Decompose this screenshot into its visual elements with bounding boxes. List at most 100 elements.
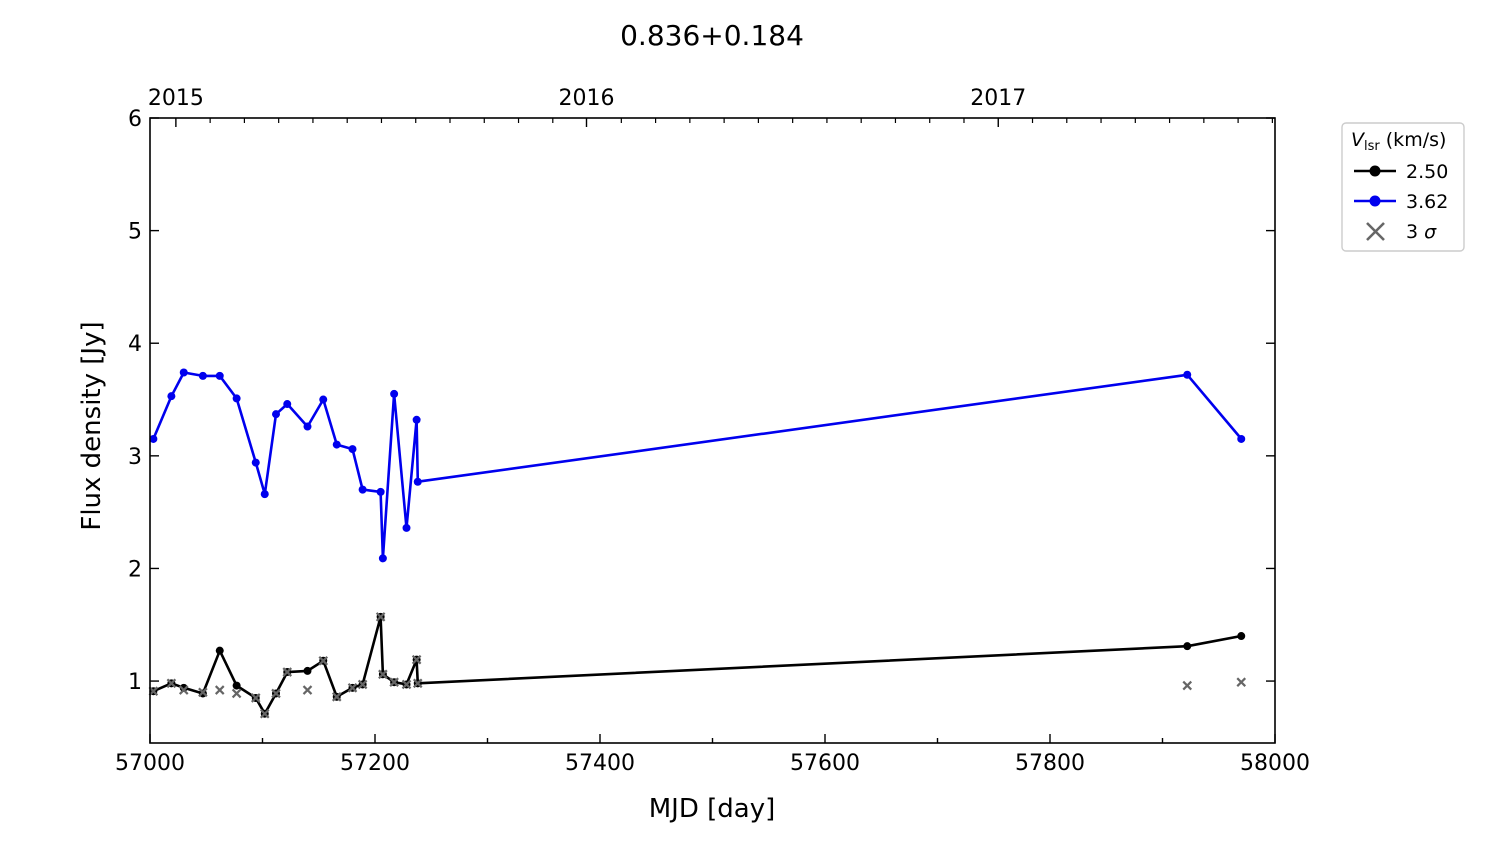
legend-box [1341,122,1465,252]
point-3-62 [319,395,328,404]
x-tick-label: 58000 [1240,751,1310,776]
top-axis: 2015 2016 2017 [148,86,1273,127]
x-tick-label: 57400 [565,751,635,776]
plot-area [148,368,1247,719]
x-tick-label: 57600 [790,751,860,776]
sigma-marker-stroke [302,685,313,695]
sigma-marker-stroke [282,667,293,677]
sigma-marker-stroke [166,678,177,689]
legend-title: Vlsr (km/s) [1351,129,1446,154]
sigma-marker [166,678,177,689]
sigma-marker [378,669,388,680]
point-3-62 [1183,370,1192,379]
sigma-marker-stroke [357,679,368,690]
point-3-62 [283,400,292,409]
legend-marker-3sigma [1366,222,1385,241]
sigma-marker [318,656,329,666]
legend-title-main: V [1351,129,1366,151]
legend-label-3sigma-sym: σ [1424,221,1437,243]
point-2-50 [215,646,224,655]
sigma-marker [231,688,242,699]
point-2-50 [179,683,188,692]
sigma-marker-stroke [401,679,412,690]
sigma-marker [282,667,293,677]
sigma-marker-stroke [412,678,423,689]
point-3-62 [260,490,269,499]
point-3-62 [376,487,385,496]
sigma-marker-stroke [375,612,386,622]
point-3-62 [167,392,176,401]
sigma-marker [250,693,261,703]
sigma-marker [302,685,313,695]
y-tick-label: 2 [128,557,142,582]
legend-label-3sigma-num: 3 [1406,221,1418,243]
point-3-62 [332,440,341,449]
sigma-marker [1182,680,1193,691]
sigma-marker-stroke [378,669,388,680]
point-3-62 [1237,434,1246,443]
sigma-marker [347,683,358,693]
x-tick-label: 57000 [115,751,185,776]
point-3-62 [402,523,411,532]
sigma-marker [375,612,386,622]
point-3-62 [251,458,260,467]
point-3-62 [179,368,188,377]
x-tick-label: 57200 [340,751,410,776]
sigma-marker-stroke [271,688,281,699]
top-tick-label: 2017 [970,86,1026,111]
point-3-62 [390,389,399,398]
y-tick-label: 6 [128,107,142,132]
chart-title: 0.836+0.184 [620,19,804,52]
point-2-50 [303,666,312,675]
point-3-62 [358,485,367,494]
legend-label-3sigma: 3 σ [1406,221,1437,243]
sigma-marker-stroke [178,685,189,695]
legend-marker-2-50 [1369,165,1381,177]
sigma-marker-stroke [331,692,342,702]
sigma-marker [198,687,208,698]
y-tick-label: 4 [128,332,142,357]
point-3-62 [303,422,312,431]
legend: Vlsr (km/s) 2.50 3.62 3 σ [1341,122,1465,252]
sigma-marker-stroke [250,693,261,703]
y-tick-label: 1 [128,670,142,695]
sigma-marker-stroke [318,656,329,666]
point-3-62 [232,394,241,403]
y-axis-label: Flux density [Jy] [77,321,107,530]
legend-title-unit: (km/s) [1380,129,1447,151]
sigma-marker-stroke [347,683,358,693]
top-tick-label: 2015 [148,86,204,111]
sigma-marker-stroke [231,688,242,699]
legend-label-2-50: 2.50 [1406,161,1448,183]
point-3-62 [378,554,387,563]
x-axis: 57000 57200 57400 57600 57800 58000 [115,734,1310,776]
sigma-marker [401,679,412,690]
sigma-marker [178,685,189,695]
sigma-marker-stroke [1182,680,1193,691]
point-2-50 [232,681,241,690]
point-3-62 [198,371,207,380]
point-3-62 [348,445,357,454]
sigma-marker [259,708,270,719]
x-axis-label: MJD [day] [649,794,776,824]
sigma-marker [412,678,423,689]
sigma-marker-stroke [411,654,422,665]
sigma-marker [357,679,368,690]
point-3-62 [149,434,158,443]
legend-label-3-62: 3.62 [1406,191,1448,213]
legend-marker-3-62 [1369,195,1381,207]
y-tick-label: 5 [128,220,142,245]
sigma-marker-stroke [259,708,270,719]
sigma-marker-stroke [214,685,225,695]
point-3-62 [215,371,224,380]
point-2-50 [1237,632,1246,641]
point-3-62 [412,415,421,424]
sigma-marker [1236,677,1247,687]
sigma-marker-stroke [1236,677,1247,687]
sigma-marker-stroke [198,687,208,698]
x-tick-label: 57800 [1015,751,1085,776]
sigma-marker [411,654,422,665]
series-line-3-62 [152,371,1243,560]
sigma-marker [271,688,281,699]
